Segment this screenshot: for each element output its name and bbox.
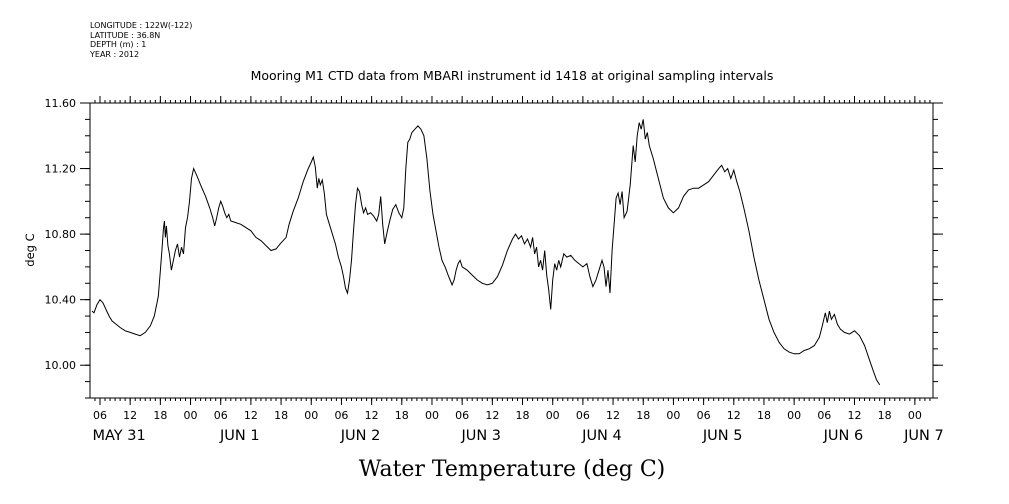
- x-tick-label: 12: [485, 409, 499, 422]
- y-tick-label: 10.00: [45, 359, 77, 372]
- series-layer: [91, 119, 881, 386]
- x-tick-label: 00: [425, 409, 439, 422]
- x-tick-label: 06: [817, 409, 831, 422]
- y-tick-label: 10.80: [45, 228, 77, 241]
- x-day-label: MAY 31: [92, 428, 145, 444]
- x-tick-label: 00: [184, 409, 198, 422]
- x-tick-label: 18: [516, 409, 530, 422]
- x-tick-label: 12: [365, 409, 379, 422]
- x-day-label: JUN 7: [903, 428, 944, 444]
- y-tick-label: 11.60: [45, 97, 77, 110]
- x-tick-label: 00: [304, 409, 318, 422]
- x-tick-label: 06: [214, 409, 228, 422]
- metadata-longitude: LONGITUDE : 122W(-122): [90, 21, 193, 30]
- x-tick-label: 18: [757, 409, 771, 422]
- x-tick-label: 12: [848, 409, 862, 422]
- plot-frame: [89, 100, 934, 401]
- x-day-label: JUN 1: [219, 428, 260, 444]
- y-axis: 10.00 10.40 10.80 11.20 11.60: [45, 97, 943, 399]
- y-axis-label: deg C: [23, 233, 37, 266]
- x-tick-label: 12: [244, 409, 258, 422]
- x-day-label: JUN 3: [460, 428, 501, 444]
- x-tick-label: 06: [455, 409, 469, 422]
- x-tick-label: 18: [878, 409, 892, 422]
- metadata-block: LONGITUDE : 122W(-122) LATITUDE : 36.8N …: [90, 21, 192, 59]
- metadata-latitude: LATITUDE : 36.8N: [90, 30, 161, 40]
- chart-title: Mooring M1 CTD data from MBARI instrumen…: [251, 68, 774, 83]
- x-day-label: JUN 6: [823, 428, 864, 444]
- metadata-year: YEAR : 2012: [90, 49, 140, 59]
- x-day-label: JUN 5: [702, 428, 743, 444]
- y-tick-label: 10.40: [45, 294, 77, 307]
- x-tick-label: 00: [666, 409, 680, 422]
- x-tick-label: 06: [93, 409, 107, 422]
- x-day-label: JUN 2: [340, 428, 381, 444]
- plot-border: [89, 102, 934, 399]
- y-tick-label: 11.20: [45, 163, 77, 176]
- x-tick-label: 12: [123, 409, 137, 422]
- x-tick-label: 12: [727, 409, 741, 422]
- x-tick-label: 00: [908, 409, 922, 422]
- x-tick-label: 18: [395, 409, 409, 422]
- metadata-depth: DEPTH (m) : 1: [90, 40, 147, 49]
- x-tick-label: 06: [576, 409, 590, 422]
- x-tick-label: 06: [697, 409, 711, 422]
- x-tick-label: 00: [787, 409, 801, 422]
- x-tick-label: 06: [334, 409, 348, 422]
- series-line-0: [91, 119, 881, 386]
- x-axis: 06 12 18 00 06 12 18 00 06 12 18 00 06 12 18 00 06 12 18 00…: [92, 96, 944, 444]
- x-tick-label: 12: [606, 409, 620, 422]
- x-day-label: JUN 4: [581, 428, 622, 444]
- x-tick-label: 18: [636, 409, 650, 422]
- x-axis-label: Water Temperature (deg C): [359, 457, 666, 482]
- x-tick-label: 18: [153, 409, 167, 422]
- x-tick-label: 18: [274, 409, 288, 422]
- x-tick-label: 00: [546, 409, 560, 422]
